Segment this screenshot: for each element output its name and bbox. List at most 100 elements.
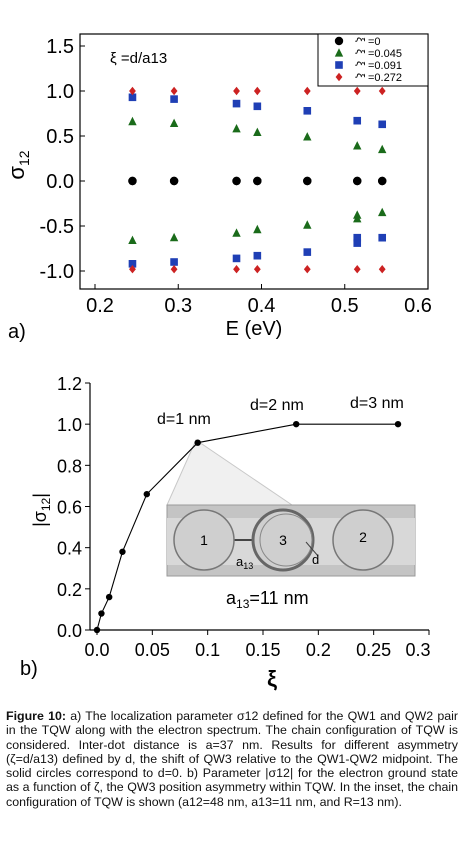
x-tick-label: 0.2: [306, 640, 331, 660]
panel-a-label: a): [8, 321, 26, 343]
quantum-dot-1: [173, 509, 235, 571]
inset-a13-label: a13: [236, 554, 253, 571]
data-point: [232, 176, 241, 186]
legend-marker: [335, 72, 343, 82]
data-point: [93, 626, 101, 634]
data-point: [303, 220, 312, 229]
panel-a-xlabel: E (eV): [226, 318, 283, 340]
x-tick-label: 0.15: [245, 640, 280, 660]
y-tick-label: 1.2: [57, 374, 82, 394]
legend-symbol: ξ: [354, 37, 366, 42]
data-point: [170, 86, 178, 96]
data-point: [233, 86, 240, 96]
annotation-a13: a13=11 nm: [226, 588, 309, 611]
legend-label: =0: [368, 36, 381, 48]
panel-b-xlabel: ξ: [267, 666, 277, 691]
panel-b-ticks: 1.2 1.0 0.8 0.6 0.4 0.2 0.00.0 0.05 0.1 0.15 0.2 0.…: [57, 374, 431, 660]
panel-a-ticks: 0.2 0.3 0.4 0.5 0.6 1.5 1.0 0.5 0.0 -0.5 -1.0: [40, 36, 432, 317]
data-point: [129, 86, 136, 96]
panel-a-ylabel: σ12: [4, 150, 32, 179]
panel-b-label: b): [20, 658, 38, 680]
legend-marker: [335, 61, 343, 69]
data-point: [353, 176, 362, 186]
data-point: [170, 95, 178, 103]
data-point: [98, 610, 105, 617]
y-tick-label: 1.0: [46, 81, 74, 103]
legend-label: =0.045: [368, 48, 402, 60]
data-point: [303, 132, 312, 141]
legend-symbol: ξ: [354, 73, 366, 78]
data-point: [232, 228, 241, 237]
data-point: [119, 548, 126, 555]
figure-caption: Figure 10: a) The localization parameter…: [6, 709, 458, 809]
dot-label-2: 2: [359, 529, 367, 545]
y-tick-label: 1.5: [46, 36, 74, 58]
panel-b-line: 1.2 1.0 0.8 0.6 0.4 0.2 0.00.0 0.05 0.1 0.15 0.2 0.…: [20, 374, 431, 691]
data-point: [353, 265, 361, 274]
x-tick-label: 0.0: [84, 640, 109, 660]
data-point: [128, 93, 137, 102]
x-tick-label: 0.25: [356, 640, 391, 660]
panel-a-annotation: ξ =d/a13: [110, 50, 167, 67]
y-tick-label: 0.5: [46, 126, 74, 148]
x-tick-label: 0.6: [404, 295, 432, 317]
y-tick-label: 1.0: [57, 415, 82, 435]
data-point: [303, 107, 312, 115]
quantum-dot-2: [332, 509, 394, 571]
data-point: [303, 86, 311, 96]
data-point: [303, 265, 311, 274]
data-point: [353, 116, 362, 125]
data-point: [353, 141, 362, 150]
y-tick-label: 0.0: [57, 621, 82, 641]
panel-a-marks: [128, 86, 387, 274]
data-point: [253, 176, 262, 186]
x-tick-label: 0.3: [164, 295, 192, 317]
data-point: [353, 86, 361, 96]
data-point: [378, 207, 387, 217]
data-point: [128, 116, 137, 126]
panel-b-ylabel: |σ12|: [30, 493, 53, 527]
data-point: [128, 235, 137, 244]
data-point: [232, 254, 241, 263]
data-point: [353, 239, 362, 247]
data-point: [143, 490, 150, 498]
data-point: [169, 232, 179, 242]
legend-symbol: ξ: [354, 49, 366, 54]
x-tick-label: 0.05: [135, 640, 170, 660]
panel-a-scatter: 0.2 0.3 0.4 0.5 0.6 1.5 1.0 0.5 0.0 -0.5 -1.0 ξ =d…: [4, 33, 432, 343]
data-point: [128, 176, 137, 186]
data-point: [194, 439, 201, 446]
data-point: [253, 127, 262, 136]
x-tick-label: 0.4: [248, 295, 276, 317]
data-point: [293, 420, 300, 428]
x-tick-label: 0.5: [331, 295, 359, 317]
data-point: [353, 233, 362, 242]
annotation-d1: d=1 nm: [157, 411, 211, 428]
panel-b-marks: [93, 420, 402, 634]
y-tick-label: -0.5: [40, 216, 74, 238]
legend-symbol: ξ: [354, 61, 366, 66]
legend-label: =0.272: [368, 72, 402, 84]
data-point: [232, 124, 241, 133]
caption-text: a) The localization parameter σ12 define…: [6, 709, 458, 809]
data-point: [303, 248, 312, 256]
data-point: [169, 176, 179, 186]
data-point: [170, 265, 178, 274]
data-point: [378, 233, 387, 242]
quantum-dot-3: [251, 508, 315, 572]
data-point: [129, 265, 136, 274]
x-tick-label: 0.3: [405, 640, 430, 660]
data-point: [378, 86, 386, 96]
y-tick-label: 0.4: [57, 539, 82, 559]
data-point: [378, 176, 387, 186]
inset-shift-d: [305, 541, 319, 557]
data-point: [378, 120, 387, 129]
data-point: [394, 420, 402, 428]
figure: 0.2 0.3 0.4 0.5 0.6 1.5 1.0 0.5 0.0 -0.5 -1.0 ξ =d…: [4, 33, 432, 691]
annotation-d2: d=2 nm: [250, 397, 304, 414]
y-tick-label: -1.0: [40, 261, 74, 283]
data-point: [232, 99, 241, 108]
data-point: [170, 258, 178, 266]
data-point: [253, 265, 261, 274]
caption-lead: Figure 10:: [6, 709, 66, 723]
